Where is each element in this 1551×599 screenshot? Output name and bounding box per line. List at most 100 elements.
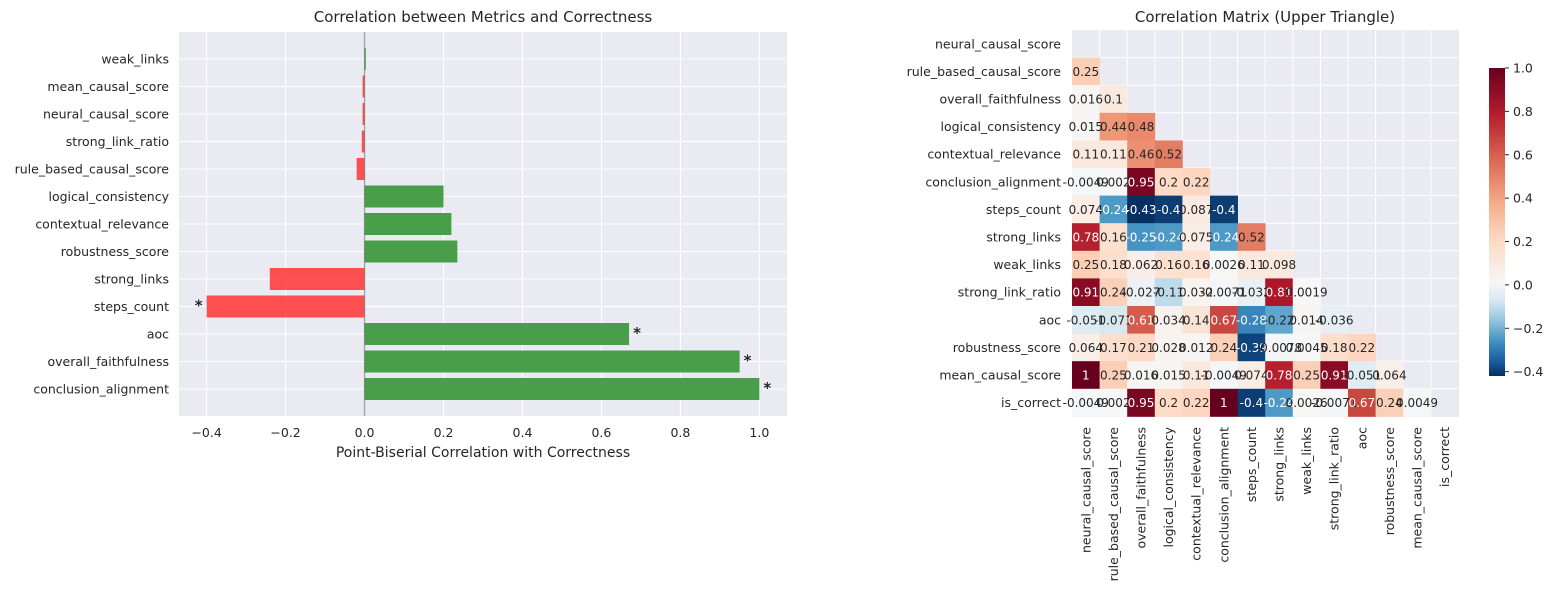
bar-category-label: mean_causal_score [47, 79, 169, 94]
heatmap-cell-label: 0.48 [1128, 120, 1155, 134]
heatmap-row-label: conclusion_alignment [925, 174, 1061, 189]
heatmap-cell [1072, 306, 1100, 334]
heatmap-cell [1265, 278, 1294, 307]
heatmap-cell-label: 0.18 [1321, 341, 1348, 355]
heatmap-row-label: rule_based_causal_score [907, 64, 1062, 79]
heatmap-cell [1292, 361, 1321, 390]
heatmap-cell [1348, 361, 1376, 390]
significance-star: * [195, 297, 203, 315]
colorbar-tick-label: 0.8 [1513, 104, 1533, 119]
heatmap-cell [1072, 333, 1100, 362]
bar-rule_based_causal_score [356, 158, 365, 180]
heatmap-cell-label: 0.015 [1151, 369, 1185, 383]
heatmap-cell-label: -0.0049 [1063, 175, 1109, 189]
heatmap-cell [1127, 140, 1156, 169]
heatmap-cell [1099, 223, 1128, 252]
heatmap-cell [1154, 195, 1183, 224]
heatmap-row-label: strong_link_ratio [958, 285, 1061, 300]
heatmap-cell-label: 0.034 [1151, 313, 1185, 327]
heatmap-row-label: robustness_score [953, 340, 1062, 355]
heatmap-cell-label: 0.95 [1128, 396, 1155, 410]
colorbar-tick-label: 0.4 [1513, 191, 1533, 206]
heatmap-cell [1375, 388, 1404, 417]
heatmap-cell-label: -0.051 [1066, 313, 1105, 327]
heatmap-row-label: mean_causal_score [939, 368, 1061, 383]
heatmap-cell [1348, 388, 1376, 417]
heatmap-cell [1154, 278, 1183, 307]
heatmap-cell [1099, 168, 1128, 196]
heatmap-cell-label: 0.087 [1179, 203, 1213, 217]
heatmap-cell-label: 0.14 [1183, 313, 1210, 327]
colorbar-tick-label: 1.0 [1513, 61, 1533, 76]
heatmap-cell [1265, 306, 1294, 334]
heatmap-cell-label: 0.0026 [1286, 396, 1328, 410]
colorbar-tick-label: 0.0 [1513, 277, 1533, 292]
heatmap-cell-label: -0.071 [1094, 313, 1133, 327]
heatmap-row-label: overall_faithfulness [939, 92, 1061, 107]
bar-category-label: conclusion_alignment [33, 382, 169, 397]
heatmap-cell [1182, 333, 1211, 362]
heatmap-cell [1154, 223, 1183, 252]
bar-strong_links [269, 268, 365, 290]
heatmap-cell [1072, 112, 1100, 141]
heatmap-row-label: neural_causal_score [935, 36, 1061, 51]
heatmap-cell-label: 0.015 [1069, 120, 1103, 134]
heatmap-cell-label: 0.11 [1072, 148, 1099, 162]
heatmap-cell-label: 0.012 [1179, 341, 1213, 355]
colorbar-gradient [1489, 68, 1505, 376]
heatmap-cell-label: 0.22 [1183, 396, 1210, 410]
heatmap-cell-label: 0.24 [1100, 286, 1127, 300]
heatmap-cell [1154, 250, 1183, 279]
heatmap-cell [1072, 223, 1100, 252]
heatmap-cell-label: -0.0071 [1201, 286, 1247, 300]
heatmap-cell-label: 0.17 [1100, 341, 1127, 355]
heatmap-cell [1072, 388, 1100, 417]
heatmap: Correlation Matrix (Upper Triangle) 0.25… [907, 8, 1459, 581]
heatmap-cell-label: 0.78 [1266, 369, 1293, 383]
heatmap-cell [1154, 388, 1183, 417]
heatmap-cell-label: 0.25 [1072, 65, 1099, 79]
heatmap-row-label: aoc [1039, 312, 1061, 327]
heatmap-cell-label: 0.2 [1159, 396, 1178, 410]
heatmap-cell [1265, 333, 1294, 362]
heatmap-row-labels: neural_causal_score rule_based_causal_sco… [907, 36, 1062, 410]
heatmap-cell [1182, 306, 1211, 334]
heatmap-cell-label: 0.52 [1155, 148, 1182, 162]
heatmap-column-label: contextual_relevance [1189, 427, 1204, 561]
heatmap-cell [1182, 278, 1211, 307]
heatmap-cell [1210, 250, 1238, 279]
heatmap-cell-label: -0.39 [1236, 341, 1267, 355]
heatmap-column-labels: neural_causal_score rule_based_causal_sco… [1078, 426, 1452, 581]
heatmap-column-label: neural_causal_score [1078, 427, 1093, 553]
bar-category-label: weak_links [101, 52, 169, 67]
heatmap-cell-label: 0.22 [1348, 341, 1375, 355]
heatmap-cell [1320, 333, 1349, 362]
bar-steps_count [206, 295, 365, 318]
heatmap-cell-label: 0.24 [1210, 341, 1237, 355]
heatmap-cell-label: -0.027 [1122, 286, 1161, 300]
heatmap-cell [1210, 388, 1238, 417]
bar-x-tick-label: −0.2 [270, 425, 300, 440]
bar-mean_causal_score [362, 75, 365, 98]
heatmap-cell-label: -0.0078 [1256, 341, 1302, 355]
heatmap-cell-label: 0.61 [1128, 313, 1155, 327]
bar-x-tick-label: −0.4 [191, 425, 221, 440]
heatmap-column-label: overall_faithfulness [1134, 427, 1149, 549]
heatmap-cell [1099, 140, 1128, 169]
heatmap-cell [1154, 140, 1183, 169]
heatmap-cell-label: 0.016 [1069, 93, 1103, 107]
heatmap-cell [1403, 388, 1432, 417]
bar-x-tick-label: 0.6 [591, 425, 611, 440]
bar-x-tick-label: 1.0 [749, 425, 769, 440]
heatmap-column-label: logical_consistency [1161, 426, 1176, 547]
heatmap-cell [1099, 306, 1128, 334]
heatmap-cell [1292, 306, 1321, 334]
significance-star: * [744, 352, 752, 370]
bar-category-label: contextual_relevance [35, 217, 169, 232]
heatmap-cell-label: -0.036 [1315, 313, 1354, 327]
heatmap-cell-label: 0.11 [1238, 258, 1265, 272]
heatmap-cell-label: 1 [1220, 396, 1228, 410]
heatmap-cell [1099, 250, 1128, 279]
